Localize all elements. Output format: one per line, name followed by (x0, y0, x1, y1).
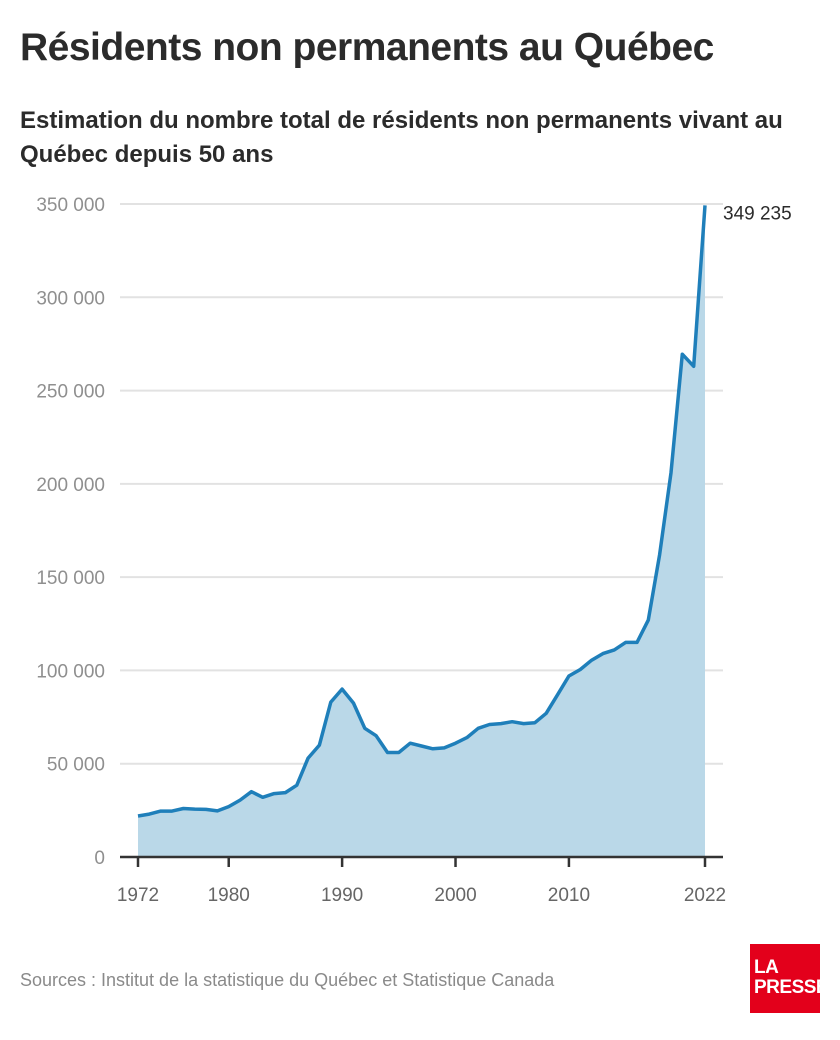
x-tick-label: 1972 (117, 885, 159, 906)
y-tick-label: 0 (94, 848, 105, 869)
y-axis-labels: 0 50 000 100 000 150 000 200 000 250 000 300 0… (36, 195, 105, 869)
series-line (137, 205, 707, 818)
x-tick-label: 1990 (321, 885, 363, 906)
chart-title: Résidents non permanents au Québec (20, 26, 714, 69)
logo-line-1: LA (754, 957, 779, 978)
y-tick-label: 300 000 (36, 288, 105, 309)
x-tick-label: 2022 (684, 885, 726, 906)
chart-subtitle: Estimation du nombre total de résidents … (20, 107, 783, 168)
area-fill (138, 205, 705, 857)
x-axis (120, 855, 723, 867)
x-tick-label: 2000 (434, 885, 476, 906)
y-tick-label: 250 000 (36, 382, 105, 403)
area-chart: 0 50 000 100 000 150 000 200 000 250 000 300 0… (36, 195, 792, 906)
x-tick-label: 1980 (208, 885, 250, 906)
source-note: Sources : Institut de la statistique du … (20, 970, 555, 990)
la-presse-logo: LA PRESSE (750, 944, 829, 1013)
y-tick-label: 50 000 (47, 755, 105, 776)
y-tick-label: 100 000 (36, 661, 105, 682)
y-tick-label: 350 000 (36, 195, 105, 216)
end-value-label: 349 235 (723, 203, 792, 224)
x-axis-labels: 1972 1980 1990 2000 2010 2022 (117, 885, 726, 906)
y-tick-label: 200 000 (36, 475, 105, 496)
y-tick-label: 150 000 (36, 568, 105, 589)
x-tick-label: 2010 (548, 885, 590, 906)
logo-line-2: PRESSE (754, 977, 829, 998)
